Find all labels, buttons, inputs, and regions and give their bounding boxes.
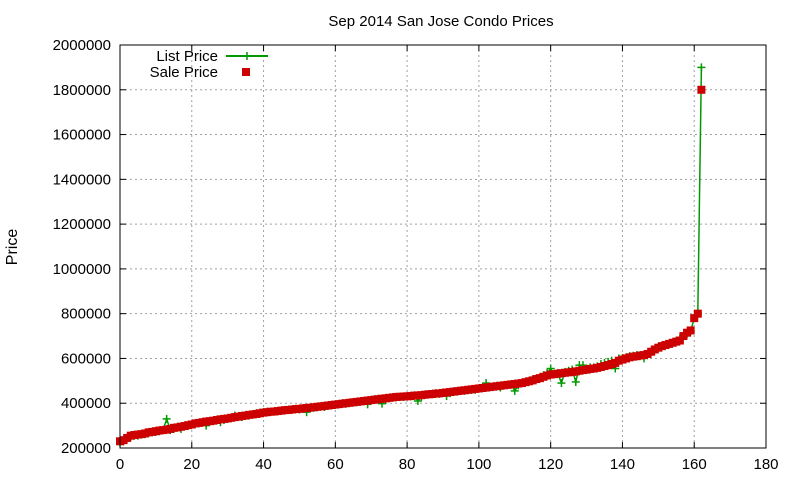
y-tick-label: 600000 [61, 350, 111, 367]
y-axis-label: Price [4, 229, 21, 266]
legend-label-sale-price: Sale Price [150, 64, 218, 81]
x-tick-label: 140 [610, 456, 635, 473]
chart-title: Sep 2014 San Jose Condo Prices [328, 13, 553, 30]
y-axis: 200000 400000 600000 800000 1000000 1200000 14… [53, 37, 766, 457]
legend-marker-list-price [243, 52, 251, 60]
list-price-point [697, 63, 706, 72]
legend-label-list-price: List Price [156, 48, 218, 65]
grid [120, 45, 766, 448]
y-tick-label: 1000000 [53, 261, 111, 278]
sale-price-point [686, 326, 695, 335]
plot-frame [119, 44, 767, 449]
y-tick-label: 1600000 [53, 127, 111, 144]
x-tick-label: 100 [466, 456, 491, 473]
x-tick-label: 40 [255, 456, 272, 473]
y-tick-label: 400000 [61, 395, 111, 412]
sale-price-point [675, 336, 684, 345]
y-tick-label: 800000 [61, 306, 111, 323]
series-line-list-price [119, 67, 703, 444]
list-price-point [557, 379, 566, 388]
y-tick-label: 200000 [61, 440, 111, 457]
x-axis: 0 20 40 60 80 100 120 140 160 180 [116, 45, 779, 473]
x-tick-label: 180 [753, 456, 778, 473]
x-tick-label: 160 [682, 456, 707, 473]
x-tick-label: 0 [116, 456, 124, 473]
y-tick-label: 1400000 [53, 171, 111, 188]
list-price-point [571, 377, 580, 386]
x-tick-label: 60 [327, 456, 344, 473]
x-tick-label: 80 [399, 456, 416, 473]
legend: List Price Sale Price [150, 48, 268, 81]
y-tick-label: 2000000 [53, 37, 111, 54]
sale-price-point [690, 314, 699, 323]
x-tick-label: 20 [183, 456, 200, 473]
x-tick-label: 120 [538, 456, 563, 473]
sale-price-point [697, 85, 706, 94]
y-tick-label: 1200000 [53, 216, 111, 233]
legend-marker-sale-price [242, 68, 250, 76]
legend-cross [243, 52, 251, 60]
y-tick-label: 1800000 [53, 82, 111, 99]
sale-price-point [693, 309, 702, 318]
plot-series [116, 63, 706, 447]
list-price-point [162, 414, 171, 423]
